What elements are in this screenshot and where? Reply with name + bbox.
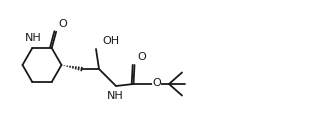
Text: NH: NH — [107, 91, 124, 101]
Text: OH: OH — [102, 36, 119, 46]
Text: O: O — [58, 19, 67, 29]
Text: O: O — [152, 78, 161, 89]
Text: O: O — [137, 53, 146, 63]
Text: NH: NH — [25, 33, 42, 43]
